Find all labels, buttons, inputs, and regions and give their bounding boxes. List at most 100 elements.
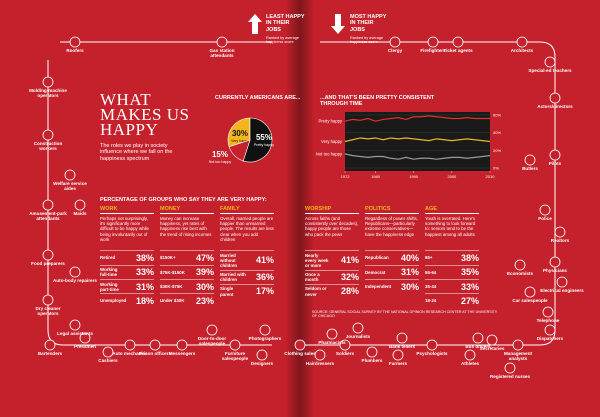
occupation-icon <box>396 332 408 344</box>
occupation-label: Economists <box>506 271 534 276</box>
occupation-icon <box>326 328 338 340</box>
occupation-label: Pilots <box>548 161 562 166</box>
stat-label: Independent <box>365 284 392 290</box>
series-name: Very happy <box>321 139 343 144</box>
stat-label: Married without children <box>220 252 238 268</box>
stat-label: $30K-$75K <box>160 284 183 290</box>
occupation-icon <box>389 36 401 48</box>
occupation-icon <box>512 339 524 351</box>
group-text: Money can increase happiness, yet rates … <box>160 216 212 237</box>
group-title: MONEY <box>160 206 214 215</box>
occupation-icon <box>69 266 81 278</box>
occupation-label: Auto mechanics <box>112 351 148 356</box>
group: AGE Youth is overrated. Here's something … <box>425 206 479 308</box>
stat-row: 18-24 27% <box>425 293 479 307</box>
trend-bg <box>345 112 490 171</box>
group-text: Perhaps not surprisingly, it's significa… <box>100 216 149 242</box>
stat-label: Republican <box>365 255 389 261</box>
occupation-icon <box>339 339 351 351</box>
stat-row: Under $30K 23% <box>160 293 214 307</box>
occupation-icon <box>294 339 306 351</box>
occupation-icon <box>314 349 326 361</box>
occupation-label: Hairdressers <box>305 361 335 366</box>
occupation-label: Amusement-park attendants <box>29 211 67 222</box>
occupation-label: Ticket agents <box>443 48 473 53</box>
occupation-icon <box>64 169 76 181</box>
stat-label: 65+ <box>425 255 433 261</box>
pie-category: Not too happy <box>209 160 232 164</box>
occupation-label: Physicians <box>542 268 567 273</box>
occupation-icon <box>426 339 438 351</box>
pie-category: Pretty happy <box>254 143 274 147</box>
occupation-icon <box>427 36 439 48</box>
group: MONEY Money can increase happiness, yet r… <box>160 206 214 308</box>
occupation-label: Gas station attendants <box>209 48 235 59</box>
occupation-icon <box>452 36 464 48</box>
trend-line <box>344 115 490 122</box>
occupation-label: Soldiers <box>335 351 355 356</box>
stat-row: Single parent 17% <box>220 283 274 298</box>
occupation-icon <box>69 36 81 48</box>
pie-value-label: 30% <box>232 129 248 138</box>
stat-label: $75K-$150K <box>160 269 185 275</box>
series-name: Pretty happy <box>318 119 342 124</box>
pie-value-label: 15% <box>212 150 228 159</box>
occupation-icon <box>542 306 554 318</box>
occupation-label: Plumbers <box>361 358 383 363</box>
occupation-label: Clothing sales <box>284 351 316 356</box>
occupation-label: Bartenders <box>37 351 63 356</box>
occupation-icon <box>504 362 516 374</box>
occupation-label: Management analysts <box>503 351 533 362</box>
occupation-icon <box>554 226 566 238</box>
group: WORK Perhaps not surprisingly, it's signi… <box>100 206 154 308</box>
stat-label: Democrat <box>365 269 386 275</box>
stat-value: 30% <box>195 281 214 292</box>
occupation-label: Registered nurses <box>489 374 531 379</box>
occupation-label: Firefighters <box>420 48 446 53</box>
occupation-icon <box>524 286 536 298</box>
subtitle: The roles we play in society influence w… <box>100 143 173 162</box>
occupation-label: Secretaries <box>479 346 505 351</box>
stat-row: $30K-$75K 30% <box>160 279 214 293</box>
occupation-label: Welfare service aides <box>53 181 87 192</box>
x-tick-label: 2010 <box>486 174 496 179</box>
least-label: LEAST HAPPY IN THEIR JOBS <box>266 14 305 33</box>
occupation-label: Electrical engineers <box>540 288 584 293</box>
pie-slice <box>227 117 251 148</box>
stat-row: $150K+ 47% <box>160 250 214 264</box>
stat-value: 47% <box>195 252 214 263</box>
occupation-icon <box>549 256 561 268</box>
y-tick-label: 40% <box>493 130 501 135</box>
occupation-icon <box>524 154 536 166</box>
group: WORSHIP Across faiths (and consistently o… <box>305 206 359 298</box>
title-line: WHAT <box>100 90 152 109</box>
stat-label: 55-64 <box>425 269 437 275</box>
stat-value: 31% <box>135 281 154 292</box>
occupation-label: Architects <box>510 48 534 53</box>
stat-row: Republican 40% <box>365 250 419 264</box>
occupation-label: Telephone <box>536 318 560 323</box>
occupation-icon <box>259 324 271 336</box>
group-text: Youth is overrated. Here's something to … <box>425 216 476 237</box>
stat-row: 35-44 33% <box>425 279 479 293</box>
group: POLITICS Regardless of power shifts, Repu… <box>365 206 419 293</box>
stat-row: 65+ 38% <box>425 250 479 264</box>
occupation-icon <box>102 346 114 358</box>
occupation-icon <box>216 36 228 48</box>
occupation-icon <box>42 76 54 88</box>
stat-label: $150K+ <box>160 255 176 261</box>
occupation-icon <box>464 349 476 361</box>
occupation-icon <box>124 339 136 351</box>
path-right <box>300 41 556 346</box>
occupation-icon <box>539 204 551 216</box>
stat-label: Retired <box>100 255 116 261</box>
stat-value: 33% <box>135 267 154 278</box>
occupation-label: Journalists <box>345 334 371 339</box>
pie-title: CURRENTLY AMERICANS ARE... <box>215 95 301 101</box>
occupation-label: Pressmen <box>74 344 96 349</box>
x-tick-label: 1972 <box>341 174 351 179</box>
arrow-down <box>248 14 262 34</box>
stat-row: $75K-$150K 39% <box>160 264 214 279</box>
group-text: Across faiths (and consistently over dec… <box>305 216 359 237</box>
